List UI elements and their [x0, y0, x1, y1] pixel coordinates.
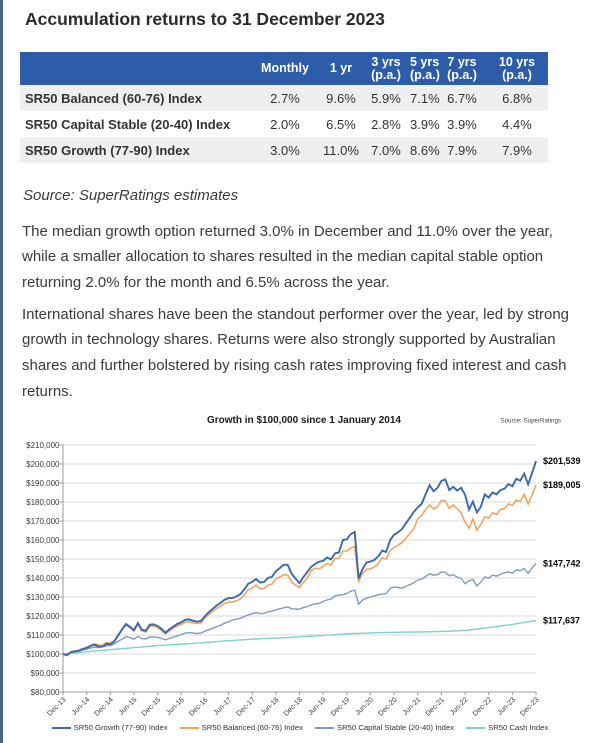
svg-text:Dec-16: Dec-16	[187, 695, 210, 718]
svg-text:$210,000: $210,000	[26, 441, 60, 450]
svg-text:$100,000: $100,000	[26, 650, 60, 659]
svg-text:Jun-21: Jun-21	[400, 695, 422, 717]
svg-text:Jun-22: Jun-22	[448, 695, 470, 717]
svg-text:Jun-15: Jun-15	[117, 695, 139, 717]
svg-text:Jun-19: Jun-19	[306, 695, 328, 717]
svg-text:$180,000: $180,000	[26, 498, 60, 507]
svg-text:$190,000: $190,000	[26, 479, 60, 488]
svg-text:Dec-22: Dec-22	[471, 695, 494, 718]
svg-text:$201,539: $201,539	[543, 456, 581, 466]
svg-text:Dec-15: Dec-15	[139, 695, 162, 718]
svg-text:$147,742: $147,742	[543, 559, 581, 569]
svg-text:$117,637: $117,637	[543, 616, 580, 626]
svg-text:$170,000: $170,000	[26, 517, 60, 526]
svg-text:Growth in $100,000 since 1 Jan: Growth in $100,000 since 1 January 2014	[207, 415, 401, 426]
svg-text:Dec-21: Dec-21	[423, 695, 446, 718]
svg-text:Jun-20: Jun-20	[353, 695, 375, 717]
svg-text:$150,000: $150,000	[26, 555, 60, 564]
svg-text:Jun-17: Jun-17	[211, 695, 233, 717]
svg-text:Dec-20: Dec-20	[376, 695, 399, 718]
svg-text:$189,005: $189,005	[543, 480, 581, 490]
svg-text:$90,000: $90,000	[31, 669, 60, 678]
svg-text:$140,000: $140,000	[26, 574, 60, 583]
svg-text:Dec-18: Dec-18	[281, 695, 304, 718]
svg-text:Dec-13: Dec-13	[45, 695, 68, 718]
svg-text:$160,000: $160,000	[26, 536, 60, 545]
svg-text:Dec-19: Dec-19	[329, 695, 352, 718]
svg-text:Jun-14: Jun-14	[69, 695, 91, 717]
svg-text:Source: SuperRatings: Source: SuperRatings	[500, 418, 561, 425]
svg-text:$120,000: $120,000	[26, 612, 60, 621]
svg-text:$200,000: $200,000	[26, 460, 60, 469]
svg-text:$130,000: $130,000	[26, 593, 60, 602]
svg-text:$80,000: $80,000	[31, 688, 60, 697]
svg-text:$110,000: $110,000	[27, 631, 60, 640]
svg-text:Jun-16: Jun-16	[164, 695, 186, 717]
svg-text:Jun-23: Jun-23	[495, 695, 517, 717]
svg-text:Dec-14: Dec-14	[92, 695, 115, 718]
svg-text:Jun-18: Jun-18	[259, 695, 281, 717]
svg-text:Dec-23: Dec-23	[518, 695, 541, 718]
svg-text:Dec-17: Dec-17	[234, 695, 257, 718]
